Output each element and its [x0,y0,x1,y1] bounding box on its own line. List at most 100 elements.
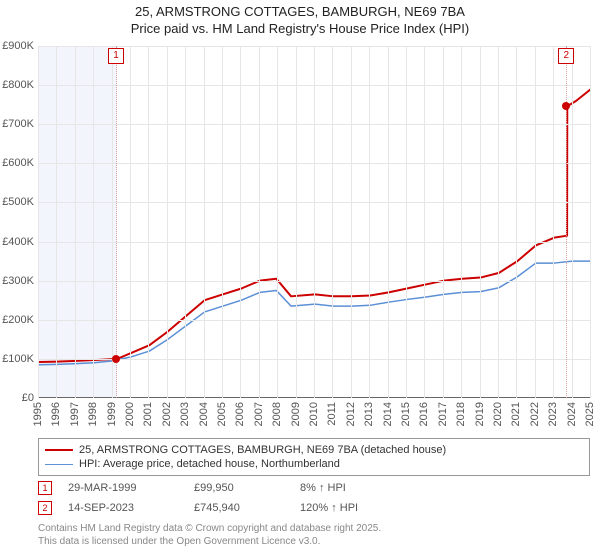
y-tick-label: £600K [0,157,34,169]
series-line [39,89,591,362]
x-gridline [480,46,481,398]
x-tick-label: 2020 [492,402,504,426]
chart-container: 25, ARMSTRONG COTTAGES, BAMBURGH, NE69 7… [0,0,600,560]
x-tick-label: 2014 [382,402,394,426]
x-tick-label: 2010 [308,402,320,426]
x-tick-label: 2006 [234,402,246,426]
x-gridline [277,46,278,398]
sales-price-2: £745,940 [194,502,284,514]
x-gridline [406,46,407,398]
x-gridline [148,46,149,398]
sales-pct-2: 120% ↑ HPI [300,502,410,514]
y-tick-label: £200K [0,314,34,326]
x-tick-label: 1998 [87,402,99,426]
x-gridline [222,46,223,398]
sales-date-2: 14-SEP-2023 [68,502,178,514]
y-tick-label: £400K [0,236,34,248]
x-tick-label: 2009 [290,402,302,426]
y-tick-label: £0 [0,392,34,404]
x-gridline [112,46,113,398]
x-gridline [498,46,499,398]
x-gridline [56,46,57,398]
x-gridline [185,46,186,398]
sale-marker-box: 1 [108,48,124,64]
x-tick-label: 2019 [474,402,486,426]
x-gridline [424,46,425,398]
x-gridline [314,46,315,398]
sale-marker-dot [562,102,570,110]
x-tick-label: 2024 [566,402,578,426]
y-tick-label: £700K [0,118,34,130]
x-tick-label: 2004 [198,402,210,426]
x-tick-label: 2013 [363,402,375,426]
sale-marker-line [566,46,567,398]
x-gridline [332,46,333,398]
legend-swatch-1 [45,464,73,465]
x-tick-label: 2005 [216,402,228,426]
legend-row: HPI: Average price, detached house, Nort… [45,457,583,471]
x-gridline [516,46,517,398]
x-tick-label: 2003 [179,402,191,426]
y-tick-label: £800K [0,79,34,91]
x-gridline [130,46,131,398]
x-gridline [167,46,168,398]
x-tick-label: 2017 [437,402,449,426]
x-gridline [240,46,241,398]
x-gridline [75,46,76,398]
x-gridline [296,46,297,398]
legend-row: 25, ARMSTRONG COTTAGES, BAMBURGH, NE69 7… [45,443,583,457]
series-line [39,261,591,365]
x-gridline [38,46,39,398]
x-gridline [590,46,591,398]
x-tick-label: 2008 [271,402,283,426]
x-gridline [461,46,462,398]
x-gridline [443,46,444,398]
x-tick-label: 1995 [32,402,44,426]
x-gridline [553,46,554,398]
x-tick-label: 2021 [510,402,522,426]
x-gridline [259,46,260,398]
x-gridline [204,46,205,398]
x-tick-label: 2018 [455,402,467,426]
footer: Contains HM Land Registry data © Crown c… [38,522,381,548]
x-gridline [93,46,94,398]
sales-marker-2: 2 [38,501,52,515]
x-tick-label: 2001 [142,402,154,426]
x-tick-label: 1996 [50,402,62,426]
x-tick-label: 2016 [418,402,430,426]
sales-marker-1: 1 [38,481,52,495]
sales-pct-1: 8% ↑ HPI [300,482,410,494]
sales-price-1: £99,950 [194,482,284,494]
title-line1: 25, ARMSTRONG COTTAGES, BAMBURGH, NE69 7… [0,4,600,19]
x-tick-label: 2015 [400,402,412,426]
plot-svg [39,46,591,398]
legend: 25, ARMSTRONG COTTAGES, BAMBURGH, NE69 7… [38,438,590,476]
footer-line1: Contains HM Land Registry data © Crown c… [38,522,381,535]
y-tick-label: £300K [0,275,34,287]
x-tick-label: 2011 [326,402,338,426]
sale-marker-line [116,46,117,398]
footer-line2: This data is licensed under the Open Gov… [38,535,381,548]
x-tick-label: 2022 [529,402,541,426]
title-block: 25, ARMSTRONG COTTAGES, BAMBURGH, NE69 7… [0,0,600,36]
sales-table: 1 29-MAR-1999 £99,950 8% ↑ HPI 2 14-SEP-… [38,478,590,518]
y-tick-label: £900K [0,40,34,52]
sales-row: 1 29-MAR-1999 £99,950 8% ↑ HPI [38,478,590,498]
title-line2: Price paid vs. HM Land Registry's House … [0,21,600,36]
x-tick-label: 2000 [124,402,136,426]
x-tick-label: 2002 [161,402,173,426]
legend-label-1: HPI: Average price, detached house, Nort… [79,458,340,470]
sale-marker-box: 2 [558,48,574,64]
x-gridline [388,46,389,398]
x-tick-label: 2025 [584,402,596,426]
x-tick-label: 2012 [345,402,357,426]
legend-swatch-0 [45,449,73,451]
y-tick-label: £500K [0,196,34,208]
x-tick-label: 2023 [547,402,559,426]
chart-plot-area: £0£100K£200K£300K£400K£500K£600K£700K£80… [38,46,590,398]
sales-date-1: 29-MAR-1999 [68,482,178,494]
x-tick-label: 1997 [69,402,81,426]
x-tick-label: 2007 [253,402,265,426]
sales-row: 2 14-SEP-2023 £745,940 120% ↑ HPI [38,498,590,518]
legend-label-0: 25, ARMSTRONG COTTAGES, BAMBURGH, NE69 7… [79,444,446,456]
